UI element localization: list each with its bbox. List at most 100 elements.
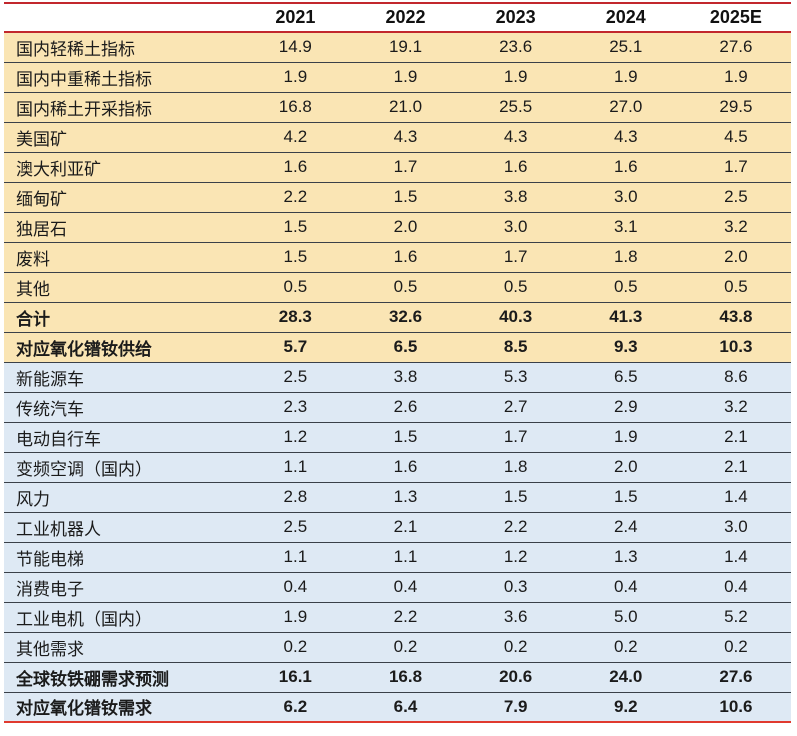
row-label: 对应氧化镨钕需求 — [16, 699, 152, 719]
cell-value: 23.6 — [499, 37, 533, 57]
cell-value: 0.5 — [283, 277, 308, 296]
cell-value: 2.5 — [283, 517, 308, 536]
row-label: 澳大利亚矿 — [16, 159, 101, 179]
cell-value: 41.3 — [609, 307, 643, 326]
year-column-header: 2021 — [275, 7, 316, 27]
cell-value: 1.7 — [503, 427, 528, 446]
cell-value: 4.3 — [503, 127, 528, 146]
row-label: 消费电子 — [16, 579, 84, 599]
cell-value: 8.6 — [724, 367, 748, 386]
cell-value: 1.2 — [503, 547, 528, 566]
table-row: 其他 0.5 0.5 0.5 0.5 0.5 — [4, 272, 791, 302]
cell-value: 0.5 — [613, 277, 638, 296]
cell-value: 5.3 — [503, 367, 528, 386]
cell-value: 5.0 — [613, 607, 638, 626]
table-row: 合计 28.3 32.6 40.3 41.3 43.8 — [4, 302, 791, 332]
cell-value: 1.5 — [393, 187, 418, 206]
cell-value: 27.0 — [609, 97, 643, 116]
cell-value: 5.7 — [283, 337, 308, 356]
row-label: 新能源车 — [16, 369, 84, 389]
row-label: 国内轻稀土指标 — [16, 39, 135, 59]
row-label: 国内中重稀土指标 — [16, 69, 152, 89]
table-row: 澳大利亚矿 1.6 1.7 1.6 1.6 1.7 — [4, 152, 791, 182]
cell-value: 1.1 — [393, 547, 418, 566]
cell-value: 16.1 — [278, 667, 312, 686]
cell-value: 0.4 — [724, 577, 748, 596]
cell-value: 2.9 — [613, 397, 638, 416]
cell-value: 3.1 — [613, 217, 638, 236]
cell-value: 2.1 — [724, 457, 748, 476]
cell-value: 16.8 — [388, 667, 423, 686]
cell-value: 2.4 — [613, 517, 638, 536]
cell-value: 3.2 — [724, 397, 748, 416]
cell-value: 0.3 — [503, 577, 528, 596]
cell-value: 4.3 — [613, 127, 638, 146]
cell-value: 3.6 — [503, 607, 528, 626]
row-label: 缅甸矿 — [16, 189, 67, 209]
cell-value: 0.2 — [724, 637, 748, 656]
row-label: 变频空调（国内） — [16, 459, 152, 479]
row-label: 美国矿 — [16, 129, 67, 149]
cell-value: 0.2 — [393, 637, 418, 656]
cell-value: 27.6 — [719, 37, 753, 57]
cell-value: 2.5 — [724, 187, 748, 206]
cell-value: 2.2 — [283, 187, 308, 206]
table-row: 新能源车 2.5 3.8 5.3 6.5 8.6 — [4, 362, 791, 392]
cell-value: 2.5 — [283, 367, 308, 386]
cell-value: 16.8 — [278, 97, 312, 116]
cell-value: 1.8 — [613, 247, 638, 266]
cell-value: 0.5 — [393, 277, 418, 296]
cell-value: 1.6 — [503, 157, 528, 176]
cell-value: 14.9 — [278, 37, 312, 57]
cell-value: 1.4 — [724, 487, 748, 506]
table-row: 对应氧化镨钕需求 6.2 6.4 7.9 9.2 10.6 — [4, 692, 791, 722]
table-row: 独居石 1.5 2.0 3.0 3.1 3.2 — [4, 212, 791, 242]
corner-cell — [4, 3, 240, 32]
cell-value: 28.3 — [278, 307, 312, 326]
cell-value: 32.6 — [388, 307, 423, 326]
cell-value: 1.5 — [283, 217, 308, 236]
cell-value: 29.5 — [719, 97, 753, 116]
cell-value: 1.6 — [393, 247, 418, 266]
table-row: 废料 1.5 1.6 1.7 1.8 2.0 — [4, 242, 791, 272]
year-column-header: 2023 — [495, 7, 536, 27]
cell-value: 8.5 — [503, 337, 528, 356]
cell-value: 1.6 — [393, 457, 418, 476]
cell-value: 1.3 — [613, 547, 638, 566]
cell-value: 7.9 — [503, 696, 528, 716]
cell-value: 2.1 — [393, 517, 418, 536]
cell-value: 4.2 — [283, 127, 308, 146]
cell-value: 10.3 — [719, 337, 753, 356]
cell-value: 1.1 — [283, 457, 308, 476]
cell-value: 1.9 — [393, 67, 418, 86]
cell-value: 2.0 — [724, 247, 748, 266]
cell-value: 4.5 — [724, 127, 748, 146]
row-label: 全球钕铁硼需求预测 — [16, 669, 169, 689]
cell-value: 9.2 — [613, 696, 638, 716]
cell-value: 0.2 — [283, 637, 308, 656]
cell-value: 1.1 — [283, 547, 308, 566]
table-row: 消费电子 0.4 0.4 0.3 0.4 0.4 — [4, 572, 791, 602]
cell-value: 6.2 — [283, 696, 308, 716]
cell-value: 1.5 — [393, 427, 418, 446]
row-label: 对应氧化镨钕供给 — [16, 339, 152, 359]
cell-value: 0.2 — [503, 637, 528, 656]
cell-value: 9.3 — [613, 337, 638, 356]
row-label: 工业机器人 — [16, 519, 101, 539]
cell-value: 2.2 — [503, 517, 528, 536]
cell-value: 0.4 — [613, 577, 638, 596]
cell-value: 1.8 — [503, 457, 528, 476]
cell-value: 3.8 — [393, 367, 418, 386]
table-body: 国内轻稀土指标 14.9 19.1 23.6 25.1 27.6 国内中重稀土指标 1.9 1.… — [4, 32, 791, 722]
year-column-header: 2022 — [385, 7, 426, 27]
rare-earth-supply-demand-table: 2021 2022 2023 2024 2025E 国内轻稀土指标 14.9 19.1 23.… — [4, 2, 791, 723]
cell-value: 27.6 — [719, 667, 753, 686]
cell-value: 2.1 — [724, 427, 748, 446]
table-row: 节能电梯 1.1 1.1 1.2 1.3 1.4 — [4, 542, 791, 572]
row-label: 合计 — [16, 309, 50, 329]
cell-value: 1.6 — [613, 157, 638, 176]
cell-value: 2.0 — [613, 457, 638, 476]
cell-value: 5.2 — [724, 607, 748, 626]
cell-value: 19.1 — [388, 37, 423, 57]
